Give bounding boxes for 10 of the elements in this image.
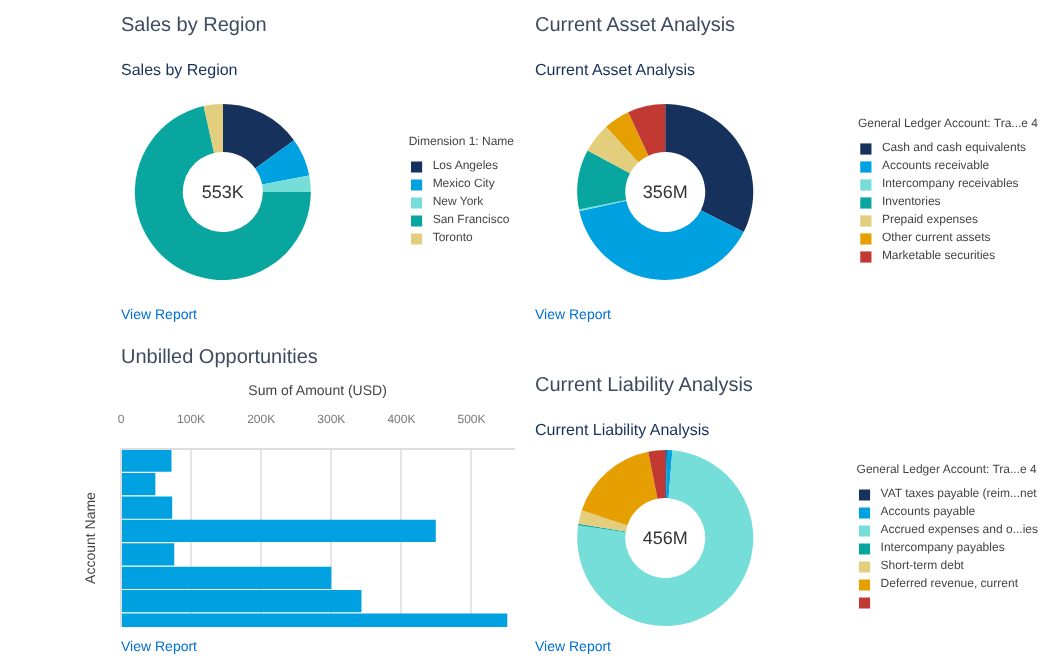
text: 553K bbox=[201, 182, 244, 202]
chart-subtitle: Current Asset Analysis bbox=[535, 61, 696, 79]
chart-title: Current Liability Analysis bbox=[535, 375, 753, 397]
chart-subtitle: Sales by Region bbox=[121, 61, 238, 79]
chart-title: Sales by Region bbox=[121, 15, 267, 37]
text: 456M bbox=[642, 528, 688, 548]
text: 356M bbox=[642, 182, 688, 202]
chart-subtitle: Current Liability Analysis bbox=[535, 421, 710, 439]
chart-title: Current Asset Analysis bbox=[535, 15, 736, 37]
chart-title: Unbilled Opportunities bbox=[121, 347, 318, 369]
